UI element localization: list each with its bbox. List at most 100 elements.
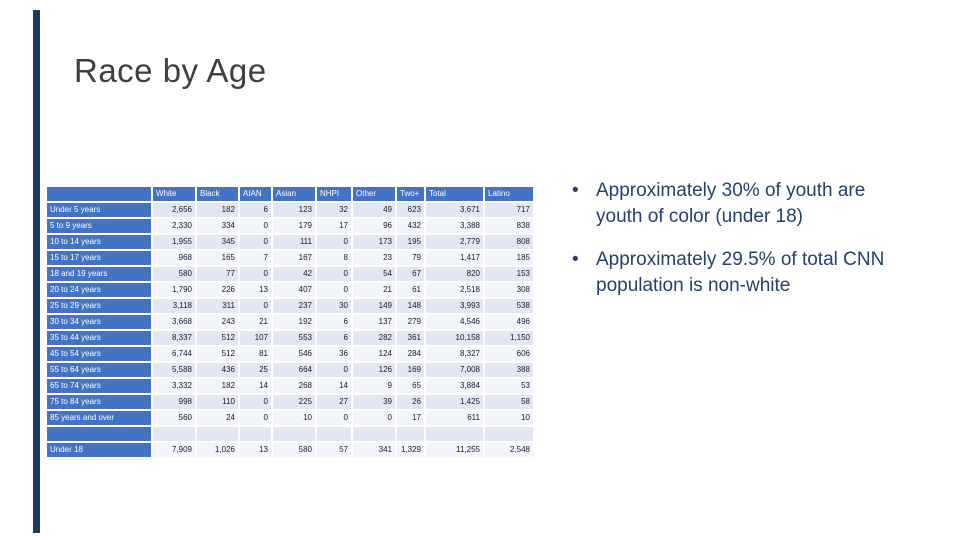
slide-title: Race by Age: [74, 52, 267, 89]
table-cell: 0: [240, 267, 271, 281]
table-cell: 124: [353, 347, 395, 361]
table-cell: 0: [317, 363, 351, 377]
table-row: Under 5 years 2,656 182 6 123 32 49 623 3,671 717: [47, 203, 533, 217]
table-cell: 311: [197, 299, 238, 313]
table-cell: [485, 427, 533, 441]
table-cell: 195: [397, 235, 424, 249]
table-cell: 553: [273, 331, 315, 345]
table-cell: 3,671: [426, 203, 483, 217]
table-row: 18 and 19 years 580 77 0 42 0 54 67 820 153: [47, 267, 533, 281]
column-header: Latino: [485, 187, 533, 201]
table-cell: 14: [240, 379, 271, 393]
table-cell: 284: [397, 347, 424, 361]
table-cell: 169: [397, 363, 424, 377]
table-cell: 149: [353, 299, 395, 313]
table-cell: 606: [485, 347, 533, 361]
table-cell: 5,588: [153, 363, 195, 377]
table-cell: 279: [397, 315, 424, 329]
table-cell: 192: [273, 315, 315, 329]
data-table: White Black AIAN Asian NHPI Other Two+ Total Lat…: [45, 185, 535, 459]
row-label: 30 to 34 years: [47, 315, 151, 329]
table-cell: 2,330: [153, 219, 195, 233]
table-cell: 14: [317, 379, 351, 393]
table-cell: 173: [353, 235, 395, 249]
row-label: Under 18: [47, 443, 151, 457]
table-cell: 6: [240, 203, 271, 217]
table-cell: 1,150: [485, 331, 533, 345]
table-row: 15 to 17 years 968 165 7 167 8 23 79 1,417 185: [47, 251, 533, 265]
table-cell: 17: [397, 411, 424, 425]
table-row: 85 years and over 560 24 0 10 0 0 17 611 10: [47, 411, 533, 425]
table-cell: 0: [240, 299, 271, 313]
table-row: [47, 427, 533, 441]
column-header: Other: [353, 187, 395, 201]
table-cell: 0: [353, 411, 395, 425]
table-cell: 3,388: [426, 219, 483, 233]
table-cell: 107: [240, 331, 271, 345]
row-label: 10 to 14 years: [47, 235, 151, 249]
row-label: 5 to 9 years: [47, 219, 151, 233]
table-cell: 432: [397, 219, 424, 233]
table-cell: 21: [240, 315, 271, 329]
bullet-item: • Approximately 30% of youth are youth of…: [568, 178, 888, 230]
table-row: 55 to 64 years 5,588 436 25 664 0 126 169 7,008 3…: [47, 363, 533, 377]
table-cell: 282: [353, 331, 395, 345]
table-cell: 2,548: [485, 443, 533, 457]
table-cell: 308: [485, 283, 533, 297]
table-cell: 137: [353, 315, 395, 329]
table-cell: 123: [273, 203, 315, 217]
race-by-age-table: White Black AIAN Asian NHPI Other Two+ Total Lat…: [45, 185, 535, 459]
table-cell: 0: [317, 235, 351, 249]
table-cell: 838: [485, 219, 533, 233]
table-cell: [397, 427, 424, 441]
row-label: 65 to 74 years: [47, 379, 151, 393]
table-cell: 10: [273, 411, 315, 425]
table-cell: 3,993: [426, 299, 483, 313]
row-label: 18 and 19 years: [47, 267, 151, 281]
table-row: 25 to 29 years 3,118 311 0 237 30 149 148 3,993 5…: [47, 299, 533, 313]
table-cell: 512: [197, 347, 238, 361]
table-cell: 4,546: [426, 315, 483, 329]
table-cell: 79: [397, 251, 424, 265]
table-cell: 611: [426, 411, 483, 425]
table-cell: [426, 427, 483, 441]
table-row: 35 to 44 years 8,337 512 107 553 6 282 361 10,15…: [47, 331, 533, 345]
column-header: AIAN: [240, 187, 271, 201]
table-cell: 243: [197, 315, 238, 329]
table-cell: [197, 427, 238, 441]
table-cell: 57: [317, 443, 351, 457]
table-cell: 3,668: [153, 315, 195, 329]
table-row: 75 to 84 years 998 110 0 225 27 39 26 1,425 58: [47, 395, 533, 409]
table-cell: 126: [353, 363, 395, 377]
table-cell: 1,425: [426, 395, 483, 409]
table-cell: 226: [197, 283, 238, 297]
table-cell: [240, 427, 271, 441]
table-cell: 7: [240, 251, 271, 265]
table-cell: 185: [485, 251, 533, 265]
table-cell: 153: [485, 267, 533, 281]
table-cell: 111: [273, 235, 315, 249]
row-label: [47, 427, 151, 441]
table-cell: 39: [353, 395, 395, 409]
table-cell: 436: [197, 363, 238, 377]
table-cell: 32: [317, 203, 351, 217]
table-cell: 580: [273, 443, 315, 457]
table-row: 10 to 14 years 1,955 345 0 111 0 173 195 2,779 80…: [47, 235, 533, 249]
table-cell: 0: [240, 219, 271, 233]
table-cell: 388: [485, 363, 533, 377]
table-cell: 1,790: [153, 283, 195, 297]
table-cell: 407: [273, 283, 315, 297]
table-cell: 496: [485, 315, 533, 329]
table-cell: 58: [485, 395, 533, 409]
table-cell: 2,779: [426, 235, 483, 249]
table-cell: 11,255: [426, 443, 483, 457]
table-cell: 182: [197, 203, 238, 217]
header-row: White Black AIAN Asian NHPI Other Two+ Total Lat…: [47, 187, 533, 201]
table-cell: 3,118: [153, 299, 195, 313]
row-label: 25 to 29 years: [47, 299, 151, 313]
row-label: 85 years and over: [47, 411, 151, 425]
column-header: Black: [197, 187, 238, 201]
table-cell: 13: [240, 283, 271, 297]
table-cell: 0: [317, 267, 351, 281]
table-row: 65 to 74 years 3,332 182 14 268 14 9 65 3,884 53: [47, 379, 533, 393]
